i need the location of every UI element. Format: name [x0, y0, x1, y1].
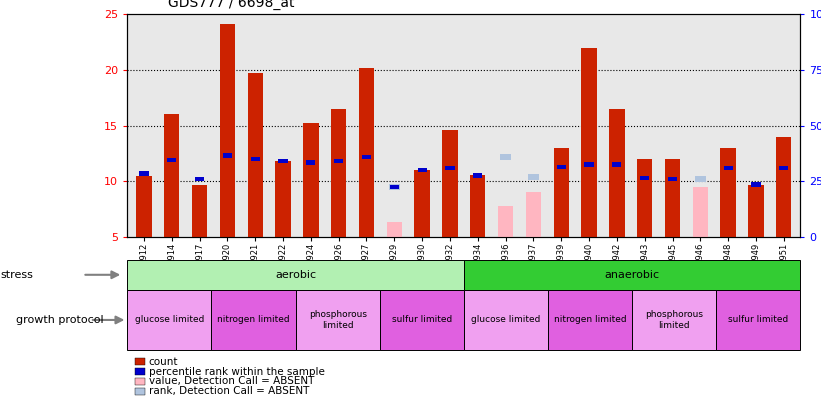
Bar	[167, 158, 177, 162]
Bar	[748, 185, 764, 237]
Bar	[464, 290, 548, 350]
Bar	[464, 260, 800, 290]
Bar	[127, 260, 464, 290]
Bar	[250, 157, 259, 161]
Bar	[296, 290, 379, 350]
Bar	[779, 166, 788, 170]
Bar	[498, 206, 513, 237]
Bar	[390, 185, 399, 189]
Text: rank, Detection Call = ABSENT: rank, Detection Call = ABSENT	[149, 386, 309, 396]
Bar	[637, 159, 653, 237]
Bar	[334, 159, 343, 163]
Bar	[695, 176, 706, 182]
Bar	[359, 68, 374, 237]
Bar	[192, 185, 207, 237]
Text: count: count	[149, 357, 178, 367]
Bar	[548, 290, 632, 350]
Bar	[776, 137, 791, 237]
Text: sulfur limited: sulfur limited	[392, 315, 452, 324]
Bar	[387, 222, 402, 237]
Bar	[716, 290, 800, 350]
Bar	[665, 159, 680, 237]
Text: phosphorous
limited: phosphorous limited	[645, 310, 704, 330]
Text: sulfur limited: sulfur limited	[728, 315, 788, 324]
Text: stress: stress	[0, 270, 33, 280]
Bar	[127, 290, 212, 350]
Bar	[612, 162, 621, 167]
Bar	[195, 177, 204, 181]
Bar	[528, 174, 539, 179]
Bar	[751, 182, 760, 187]
Bar	[721, 148, 736, 237]
Bar	[306, 160, 315, 164]
Bar	[445, 166, 455, 170]
Bar	[220, 24, 235, 237]
Text: nitrogen limited: nitrogen limited	[218, 315, 290, 324]
Bar	[415, 170, 429, 237]
Bar	[278, 159, 287, 163]
Bar	[303, 123, 319, 237]
Bar	[640, 176, 649, 180]
Bar	[164, 114, 180, 237]
Bar	[212, 290, 296, 350]
Bar	[581, 47, 597, 237]
Bar	[609, 109, 625, 237]
Bar	[693, 187, 708, 237]
Bar	[553, 148, 569, 237]
Text: percentile rank within the sample: percentile rank within the sample	[149, 367, 324, 377]
Text: value, Detection Call = ABSENT: value, Detection Call = ABSENT	[149, 377, 314, 386]
Bar	[362, 154, 371, 159]
Bar	[418, 168, 427, 173]
Text: glucose limited: glucose limited	[135, 315, 204, 324]
Bar	[379, 290, 464, 350]
Bar	[389, 184, 400, 190]
Bar	[140, 171, 149, 176]
Bar	[275, 161, 291, 237]
Text: nitrogen limited: nitrogen limited	[554, 315, 626, 324]
Bar	[668, 177, 677, 181]
Text: GDS777 / 6698_at: GDS777 / 6698_at	[168, 0, 295, 10]
Text: glucose limited: glucose limited	[471, 315, 541, 324]
Text: aerobic: aerobic	[275, 270, 316, 280]
Bar	[470, 175, 485, 237]
Bar	[136, 176, 152, 237]
Bar	[331, 109, 346, 237]
Bar	[473, 173, 483, 178]
Bar	[500, 154, 511, 160]
Bar	[723, 166, 732, 170]
Bar	[557, 164, 566, 169]
Text: growth protocol: growth protocol	[16, 315, 104, 325]
Text: phosphorous
limited: phosphorous limited	[309, 310, 367, 330]
Bar	[525, 192, 541, 237]
Bar	[585, 162, 594, 167]
Bar	[222, 153, 232, 158]
Text: anaerobic: anaerobic	[604, 270, 660, 280]
Bar	[632, 290, 716, 350]
Bar	[248, 73, 263, 237]
Bar	[443, 130, 457, 237]
